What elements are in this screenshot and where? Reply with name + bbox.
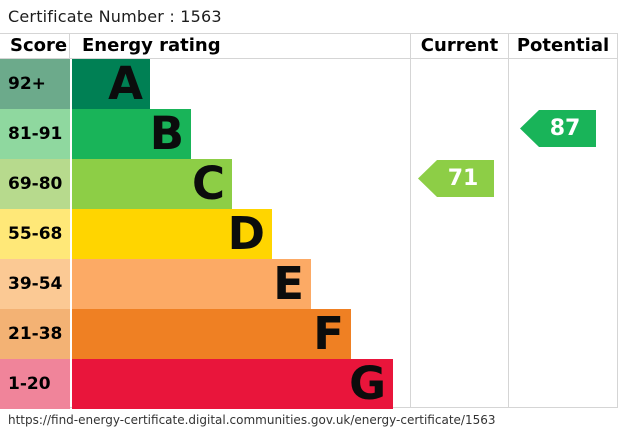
current-column-body: 71 xyxy=(411,59,508,407)
band-score-range: 69-80 xyxy=(0,159,70,209)
energy-band-row: 1-20 G xyxy=(0,359,410,409)
current-rating-column: Current 71 xyxy=(411,34,509,407)
certificate-url: https://find-energy-certificate.digital.… xyxy=(8,413,496,427)
band-bar: B xyxy=(72,109,191,159)
potential-column-body: 87 xyxy=(509,59,617,407)
band-letter: A xyxy=(108,57,143,110)
certificate-number-title: Certificate Number : 1563 xyxy=(8,7,222,26)
energy-band-row: 39-54 E xyxy=(0,259,410,309)
energy-band-row: 69-80 C xyxy=(0,159,410,209)
energy-band-row: 21-38 F xyxy=(0,309,410,359)
energy-band-row: 55-68 D xyxy=(0,209,410,259)
band-score-range: 39-54 xyxy=(0,259,70,309)
potential-column-header: Potential xyxy=(509,34,617,59)
current-rating-value: 71 xyxy=(447,166,479,191)
band-letter: F xyxy=(313,307,344,360)
band-bar: A xyxy=(72,59,150,109)
potential-rating-arrow: 87 xyxy=(520,110,596,147)
band-score-range: 55-68 xyxy=(0,209,70,259)
energy-rating-main-column: Score Energy rating 92+ A 81-91 B 69-80 … xyxy=(0,34,411,409)
band-score-range: 81-91 xyxy=(0,109,70,159)
potential-rating-value: 87 xyxy=(549,116,581,141)
band-bar: D xyxy=(72,209,272,259)
band-score-range: 21-38 xyxy=(0,309,70,359)
band-score-range: 92+ xyxy=(0,59,70,109)
chart-header-row: Score Energy rating xyxy=(0,34,410,59)
energy-band-row: 81-91 B xyxy=(0,109,410,159)
band-letter: E xyxy=(273,257,304,310)
band-letter: D xyxy=(227,207,265,260)
band-score-range: 1-20 xyxy=(0,359,70,409)
band-bar: F xyxy=(72,309,351,359)
score-column-header: Score xyxy=(0,34,70,58)
band-bar: C xyxy=(72,159,232,209)
potential-rating-column: Potential 87 xyxy=(509,34,618,407)
band-bar: G xyxy=(72,359,393,409)
band-letter: B xyxy=(149,107,184,160)
current-column-header: Current xyxy=(411,34,508,59)
energy-rating-column-header: Energy rating xyxy=(82,35,221,56)
energy-band-row: 92+ A xyxy=(0,59,410,109)
band-letter: C xyxy=(191,157,225,210)
band-bar: E xyxy=(72,259,311,309)
current-rating-arrow: 71 xyxy=(418,160,494,197)
energy-rating-chart: Score Energy rating 92+ A 81-91 B 69-80 … xyxy=(0,33,618,409)
energy-bands: 92+ A 81-91 B 69-80 C 55-68 D 39-54 E 21… xyxy=(0,59,410,409)
band-letter: G xyxy=(349,357,386,410)
